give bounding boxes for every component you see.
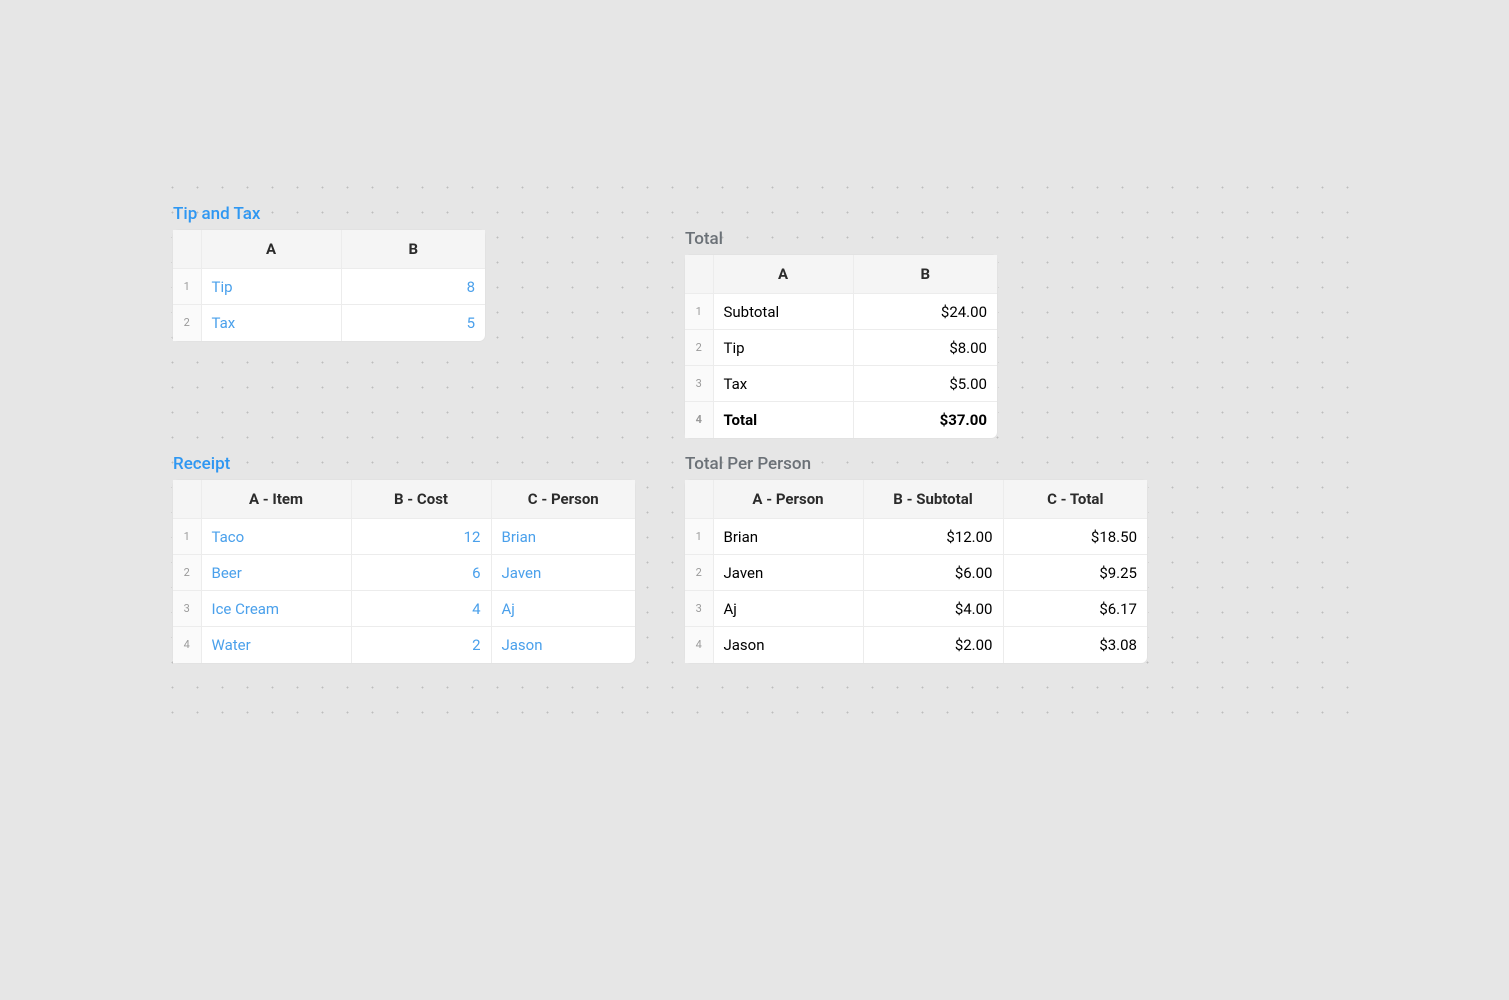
table-row[interactable]: 1 Brian $12.00 $18.50 bbox=[685, 519, 1147, 555]
cell-item[interactable]: Beer bbox=[201, 555, 351, 591]
cell-subtotal[interactable]: $2.00 bbox=[863, 627, 1003, 663]
tip-tax-title: Tip and Tax bbox=[173, 204, 260, 224]
corner-cell[interactable] bbox=[173, 230, 201, 269]
receipt-table[interactable]: A - Item B - Cost C - Person 1 Taco 12 B… bbox=[173, 480, 635, 663]
row-number[interactable]: 4 bbox=[173, 627, 201, 663]
receipt-title: Receipt bbox=[173, 454, 230, 474]
total-table[interactable]: A B 1 Subtotal $24.00 2 Tip $8.00 3 Tax bbox=[685, 255, 997, 438]
corner-cell[interactable] bbox=[685, 255, 713, 294]
cell-cost[interactable]: 2 bbox=[351, 627, 491, 663]
row-number[interactable]: 1 bbox=[685, 519, 713, 555]
row-number[interactable]: 1 bbox=[173, 519, 201, 555]
table-row[interactable]: 4 Jason $2.00 $3.08 bbox=[685, 627, 1147, 663]
table-row-total[interactable]: 4 Total $37.00 bbox=[685, 402, 997, 438]
table-row[interactable]: 2 Javen $6.00 $9.25 bbox=[685, 555, 1147, 591]
cell-subtotal[interactable]: $12.00 bbox=[863, 519, 1003, 555]
table-row[interactable]: 3 Tax $5.00 bbox=[685, 366, 997, 402]
row-number[interactable]: 2 bbox=[173, 555, 201, 591]
cell-person[interactable]: Javen bbox=[491, 555, 635, 591]
col-header-person[interactable]: C - Person bbox=[491, 480, 635, 519]
cell-person[interactable]: Brian bbox=[713, 519, 863, 555]
cell-item[interactable]: Water bbox=[201, 627, 351, 663]
row-number[interactable]: 2 bbox=[685, 555, 713, 591]
cell-value[interactable]: $5.00 bbox=[853, 366, 997, 402]
cell-value[interactable]: $8.00 bbox=[853, 330, 997, 366]
col-header-subtotal[interactable]: B - Subtotal bbox=[863, 480, 1003, 519]
row-number[interactable]: 3 bbox=[173, 591, 201, 627]
cell-item[interactable]: Taco bbox=[201, 519, 351, 555]
cell-cost[interactable]: 6 bbox=[351, 555, 491, 591]
per-person-block[interactable]: Total Per Person A - Person B - Subtotal… bbox=[685, 480, 1147, 663]
total-title: Total bbox=[685, 229, 723, 249]
cell-value[interactable]: $37.00 bbox=[853, 402, 997, 438]
table-row[interactable]: 4 Water 2 Jason bbox=[173, 627, 635, 663]
col-header-a[interactable]: A bbox=[713, 255, 853, 294]
cell-total[interactable]: $9.25 bbox=[1003, 555, 1147, 591]
cell-person[interactable]: Aj bbox=[491, 591, 635, 627]
table-row[interactable]: 1 Tip 8 bbox=[173, 269, 485, 305]
table-row[interactable]: 2 Tax 5 bbox=[173, 305, 485, 341]
cell-label[interactable]: Tip bbox=[201, 269, 341, 305]
corner-cell[interactable] bbox=[173, 480, 201, 519]
cell-person[interactable]: Brian bbox=[491, 519, 635, 555]
per-person-title: Total Per Person bbox=[685, 454, 811, 474]
cell-total[interactable]: $18.50 bbox=[1003, 519, 1147, 555]
col-header-a[interactable]: A bbox=[201, 230, 341, 269]
table-row[interactable]: 1 Subtotal $24.00 bbox=[685, 294, 997, 330]
cell-person[interactable]: Jason bbox=[491, 627, 635, 663]
cell-total[interactable]: $6.17 bbox=[1003, 591, 1147, 627]
row-number[interactable]: 2 bbox=[173, 305, 201, 341]
cell-value[interactable]: 8 bbox=[341, 269, 485, 305]
row-number[interactable]: 4 bbox=[685, 627, 713, 663]
row-number[interactable]: 1 bbox=[173, 269, 201, 305]
row-number[interactable]: 3 bbox=[685, 366, 713, 402]
cell-subtotal[interactable]: $6.00 bbox=[863, 555, 1003, 591]
col-header-person[interactable]: A - Person bbox=[713, 480, 863, 519]
tip-tax-block[interactable]: Tip and Tax A B 1 Tip 8 2 Tax 5 bbox=[173, 230, 485, 341]
cell-label[interactable]: Total bbox=[713, 402, 853, 438]
cell-item[interactable]: Ice Cream bbox=[201, 591, 351, 627]
receipt-block[interactable]: Receipt A - Item B - Cost C - Person 1 T… bbox=[173, 480, 635, 663]
col-header-cost[interactable]: B - Cost bbox=[351, 480, 491, 519]
cell-label[interactable]: Subtotal bbox=[713, 294, 853, 330]
table-row[interactable]: 3 Aj $4.00 $6.17 bbox=[685, 591, 1147, 627]
row-number[interactable]: 3 bbox=[685, 591, 713, 627]
table-row[interactable]: 2 Tip $8.00 bbox=[685, 330, 997, 366]
cell-value[interactable]: 5 bbox=[341, 305, 485, 341]
cell-cost[interactable]: 12 bbox=[351, 519, 491, 555]
table-row[interactable]: 2 Beer 6 Javen bbox=[173, 555, 635, 591]
per-person-table[interactable]: A - Person B - Subtotal C - Total 1 Bria… bbox=[685, 480, 1147, 663]
cell-cost[interactable]: 4 bbox=[351, 591, 491, 627]
canvas-dotgrid[interactable]: Tip and Tax A B 1 Tip 8 2 Tax 5 bbox=[160, 175, 1350, 725]
corner-cell[interactable] bbox=[685, 480, 713, 519]
total-block[interactable]: Total A B 1 Subtotal $24.00 2 Tip bbox=[685, 255, 997, 438]
cell-person[interactable]: Aj bbox=[713, 591, 863, 627]
col-header-total[interactable]: C - Total bbox=[1003, 480, 1147, 519]
row-number[interactable]: 4 bbox=[685, 402, 713, 438]
row-number[interactable]: 2 bbox=[685, 330, 713, 366]
table-row[interactable]: 3 Ice Cream 4 Aj bbox=[173, 591, 635, 627]
cell-value[interactable]: $24.00 bbox=[853, 294, 997, 330]
cell-subtotal[interactable]: $4.00 bbox=[863, 591, 1003, 627]
tip-tax-table[interactable]: A B 1 Tip 8 2 Tax 5 bbox=[173, 230, 485, 341]
table-row[interactable]: 1 Taco 12 Brian bbox=[173, 519, 635, 555]
col-header-b[interactable]: B bbox=[341, 230, 485, 269]
col-header-b[interactable]: B bbox=[853, 255, 997, 294]
cell-label[interactable]: Tax bbox=[201, 305, 341, 341]
cell-person[interactable]: Jason bbox=[713, 627, 863, 663]
col-header-item[interactable]: A - Item bbox=[201, 480, 351, 519]
cell-person[interactable]: Javen bbox=[713, 555, 863, 591]
cell-label[interactable]: Tax bbox=[713, 366, 853, 402]
row-number[interactable]: 1 bbox=[685, 294, 713, 330]
cell-total[interactable]: $3.08 bbox=[1003, 627, 1147, 663]
cell-label[interactable]: Tip bbox=[713, 330, 853, 366]
